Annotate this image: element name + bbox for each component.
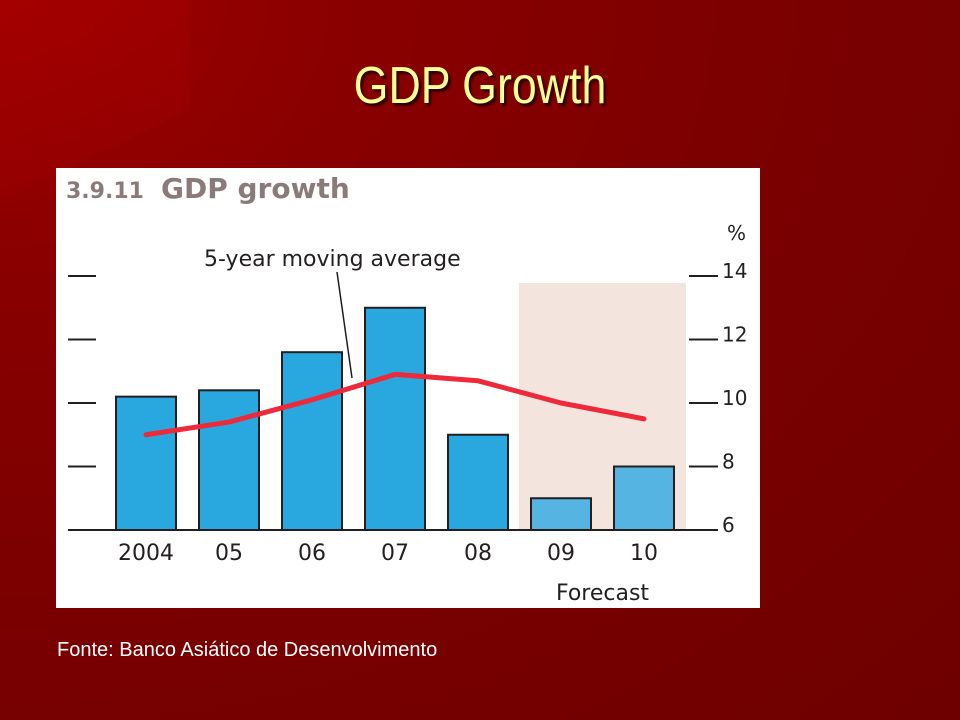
x-tick-label-09: 09 (547, 541, 575, 566)
unit-label: % (727, 221, 746, 245)
x-tick-label-06: 06 (298, 541, 326, 566)
x-tick-label-2004: 2004 (118, 541, 174, 566)
figure-number: 3.9.11 (66, 179, 144, 204)
chart-title: GDP growth (161, 172, 350, 205)
bar-10 (613, 465, 675, 531)
moving-average-line (143, 371, 647, 438)
y-tick-label: 10 (722, 386, 747, 410)
x-tick-label-10: 10 (630, 541, 658, 566)
y-tick-label: 6 (722, 513, 735, 537)
forecast-label: Forecast (556, 581, 649, 606)
y-tick-label: 8 (722, 450, 735, 474)
x-tick-label-07: 07 (381, 541, 409, 566)
slide-title: GDP Growth (353, 57, 607, 115)
moving-average-annotation: 5-year moving average (204, 247, 461, 272)
bar-07 (364, 306, 426, 531)
bar-05 (198, 389, 260, 531)
bar-08 (447, 433, 509, 531)
source-note: Fonte: Banco Asiático de Desenvolvimento (57, 639, 438, 661)
gdp-growth-chart: 3.9.11 GDP growth % 14 12 10 8 6 2004 05 06 07 08… (66, 172, 747, 606)
chart-panel: 3.9.11 GDP growth % 14 12 10 8 6 2004 05 06 07 08… (56, 168, 760, 608)
bar-09 (530, 497, 592, 531)
annotation-leader-line (336, 271, 353, 379)
y-tick-label: 12 (722, 323, 747, 347)
y-tick-label: 14 (722, 259, 747, 283)
bar-2004 (115, 395, 177, 531)
x-tick-label-05: 05 (215, 541, 243, 566)
x-tick-label-08: 08 (464, 541, 492, 566)
bar-06 (281, 351, 343, 531)
